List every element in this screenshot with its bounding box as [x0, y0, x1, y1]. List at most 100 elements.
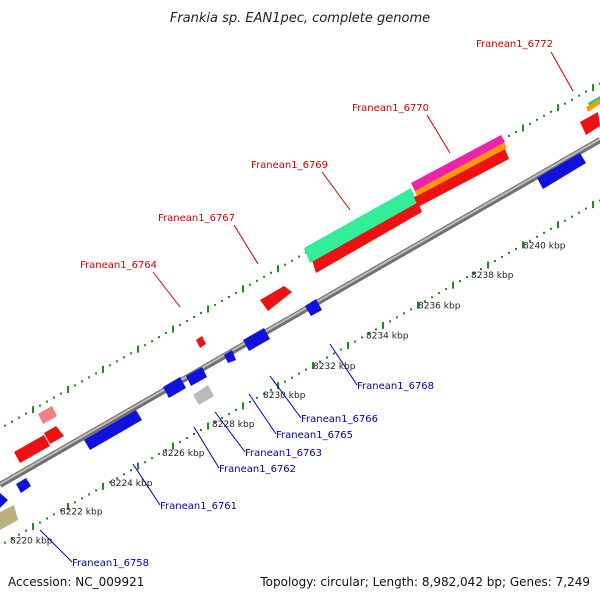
tick-dot: [81, 497, 83, 500]
tick-dot: [95, 489, 97, 492]
tick-dot: [263, 392, 265, 395]
tick-dot: [284, 263, 286, 266]
scale-tick-label: 8222 kbp: [60, 508, 103, 518]
tick-dot: [95, 372, 97, 375]
tick-dot: [389, 320, 391, 323]
tick-dot: [354, 340, 356, 343]
scale-tick-label: 8240 kbp: [523, 241, 566, 251]
scale-tick-label: 8234 kbp: [366, 332, 409, 342]
tick-dot: [235, 408, 237, 411]
tick-dot: [431, 296, 433, 299]
tick-dot: [109, 364, 111, 367]
tick-dot: [536, 235, 538, 238]
tick-dot: [508, 134, 510, 137]
tick-dot: [137, 345, 139, 353]
leader-line: [233, 224, 259, 265]
tick-dot: [263, 275, 265, 278]
tick-dot: [11, 420, 13, 423]
gene-label: Franean1_6765: [276, 430, 353, 441]
tick-dot: [200, 312, 202, 314]
tick-dot: [4, 541, 6, 544]
gene-label: Franean1_6766: [301, 414, 378, 425]
leader-line: [248, 393, 277, 435]
leader-line: [152, 271, 181, 308]
tick-dot: [60, 509, 62, 512]
tick-dot: [116, 477, 118, 480]
tick-dot: [172, 442, 174, 450]
gene-label: Franean1_6767: [158, 213, 235, 224]
tick-dot: [459, 280, 461, 283]
tick-dot: [18, 416, 20, 419]
tick-dot: [550, 110, 552, 113]
tick-dot: [151, 457, 153, 460]
tick-dot: [501, 255, 503, 258]
scale-tick-label: 8236 kbp: [418, 302, 461, 312]
tick-dot: [417, 301, 419, 309]
tick-dot: [130, 469, 132, 472]
tick-dot: [74, 384, 76, 387]
leader-line: [132, 463, 161, 506]
gene-features: [0, 96, 600, 530]
tick-dot: [46, 400, 48, 403]
tick-dot: [165, 449, 167, 452]
tick-dot: [487, 261, 489, 269]
leader-line: [329, 343, 358, 386]
scale-tick-label: 8226 kbp: [162, 449, 205, 459]
leader-line: [193, 426, 220, 469]
tick-dot: [312, 362, 314, 370]
tick-dot: [32, 406, 34, 414]
gene-label: Franean1_6768: [357, 381, 434, 392]
tick-dot: [529, 239, 531, 242]
tick-dot: [298, 255, 300, 258]
tick-dot: [179, 324, 181, 327]
tick-dot: [39, 521, 41, 524]
leader-line: [214, 411, 246, 453]
scale-tick-label: 8220 kbp: [10, 536, 53, 546]
tick-dot: [25, 412, 27, 415]
tick-dot: [361, 336, 363, 339]
tick-dot: [424, 300, 426, 303]
tick-dot: [466, 276, 468, 279]
forward-gene-labels: Franean1_6764 Franean1_6767 Franean1_6769 F…: [80, 39, 553, 271]
tick-dot: [228, 295, 230, 298]
tick-dot: [32, 523, 34, 531]
tick-dot: [529, 122, 531, 125]
tick-dot: [151, 340, 153, 343]
tick-dot: [277, 265, 279, 273]
tick-dot: [179, 441, 181, 444]
tick-dot: [158, 336, 160, 339]
tick-dot: [200, 429, 202, 431]
map-title: Frankia sp. EAN1pec, complete genome: [170, 11, 430, 26]
tick-dot: [116, 360, 118, 363]
tick-dot: [18, 533, 20, 536]
tick-dot: [242, 285, 244, 293]
tick-dot: [592, 84, 594, 92]
gene-label: Franean1_6764: [80, 260, 157, 271]
tick-dot: [102, 482, 104, 490]
gene-forward: [14, 96, 600, 463]
tick-dot: [375, 328, 377, 331]
leader-line: [550, 51, 574, 92]
tick-dot: [214, 420, 216, 423]
tick-dot: [585, 90, 587, 93]
tick-dot: [480, 268, 482, 270]
tick-dot: [207, 422, 209, 430]
tick-dot: [277, 382, 279, 390]
scale-tick-label: 8228 kbp: [212, 420, 255, 430]
tick-dot: [592, 201, 594, 209]
tick-dot: [214, 303, 216, 306]
tick-dot: [291, 376, 293, 379]
genome-summary-label: Topology: circular; Length: 8,982,042 bp…: [259, 575, 590, 589]
tick-dot: [221, 299, 223, 302]
tick-dot: [130, 352, 132, 355]
tick-dot: [410, 308, 412, 311]
tick-dot: [522, 124, 524, 132]
tick-dot: [144, 461, 146, 464]
tick-dot: [60, 392, 62, 395]
tick-dot: [102, 365, 104, 373]
tick-dot: [249, 283, 251, 286]
tick-dot: [67, 386, 69, 393]
tick-dot: [158, 453, 160, 456]
leader-line: [269, 375, 302, 419]
